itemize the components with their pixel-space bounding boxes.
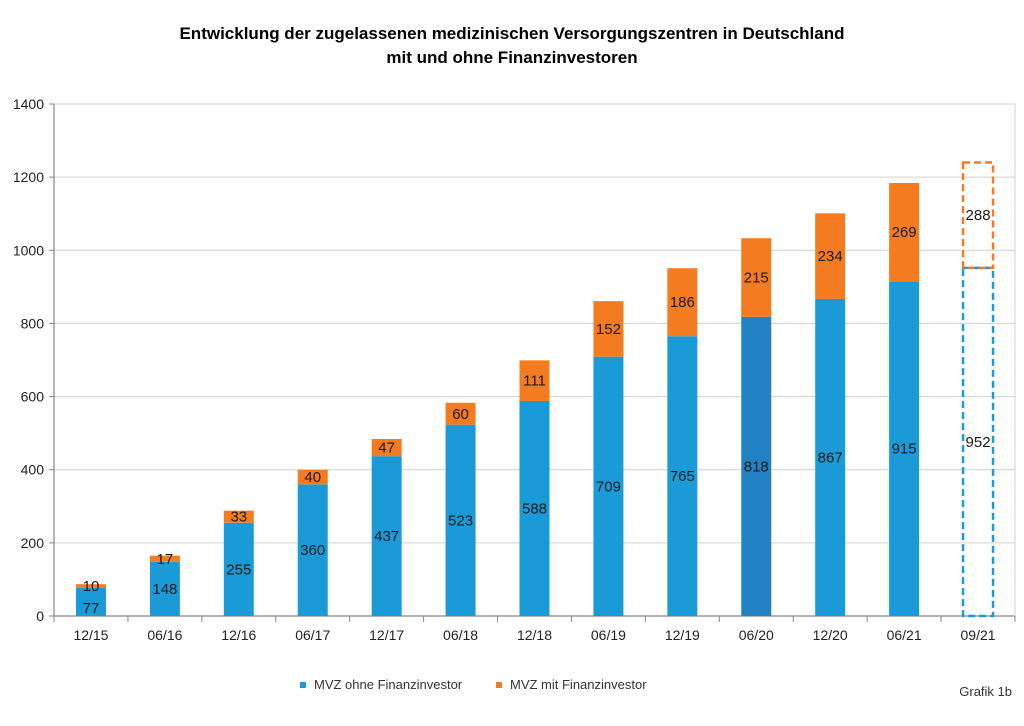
y-tick-label: 800: [21, 315, 45, 331]
bar-ohne-12-18: [519, 400, 550, 616]
bar-mit-06-21: [889, 182, 920, 282]
y-tick-label: 1200: [13, 169, 44, 185]
bar-ohne-12-19: [667, 336, 698, 616]
data-label-mit: 111: [523, 373, 546, 390]
legend-swatch-mit: [496, 681, 502, 688]
x-tick-label: 06/19: [591, 627, 626, 643]
chart-title-line-2: mit und ohne Finanzinvestoren: [386, 48, 638, 67]
bar-mit-06-20: [741, 238, 772, 317]
bar-ohne-06-21: [889, 281, 920, 616]
bar-ohne-06-17: [297, 484, 328, 616]
x-tick-label: 06/21: [887, 627, 922, 643]
data-label-ohne: 709: [596, 478, 621, 495]
bar-mit-12-20: [815, 213, 846, 299]
x-tick-label: 12/18: [517, 627, 552, 643]
legend-swatch-ohne: [300, 681, 306, 688]
legend-label-mit: MVZ mit Finanzinvestor: [510, 677, 647, 692]
x-tick-label: 06/18: [443, 627, 478, 643]
data-label-ohne: 523: [448, 512, 473, 529]
data-label-mit: 269: [892, 224, 917, 241]
data-label-mit: 60: [452, 406, 469, 423]
data-label-ohne: 952: [966, 434, 991, 451]
data-label-mit: 152: [596, 321, 621, 338]
x-tick-label: 12/19: [665, 627, 700, 643]
y-tick-label: 1400: [13, 96, 44, 112]
data-label-ohne: 588: [522, 500, 547, 517]
data-label-ohne: 360: [300, 542, 325, 559]
y-tick-label: 400: [21, 462, 45, 478]
legend-item-ohne: MVZ ohne Finanzinvestor: [300, 677, 462, 692]
x-tick-label: 12/17: [369, 627, 404, 643]
bar-ohne-06-18: [445, 424, 476, 616]
bar-mit-12-15: [75, 584, 106, 588]
data-label-ohne: 255: [226, 561, 251, 578]
data-label-mit: 234: [818, 248, 843, 265]
legend-item-mit: MVZ mit Finanzinvestor: [496, 677, 647, 692]
legend-label-ohne: MVZ ohne Finanzinvestor: [314, 677, 463, 692]
bar-mit-06-19: [593, 301, 624, 357]
x-tick-label: 06/16: [147, 627, 182, 643]
x-tick-label: 09/21: [961, 627, 996, 643]
chart-title: Entwicklung der zugelassenen medizinisch…: [0, 22, 1024, 70]
bar-mit-12-17: [371, 438, 402, 457]
bar-mit-09-21: [961, 161, 995, 270]
data-label-mit: 33: [230, 509, 247, 526]
data-label-ohne: 818: [744, 458, 769, 475]
data-label-mit: 40: [304, 469, 321, 486]
data-label-mit: 288: [966, 207, 991, 224]
chart-title-line-1: Entwicklung der zugelassenen medizinisch…: [179, 24, 845, 43]
bar-ohne-06-16: [149, 561, 180, 616]
y-tick-label: 200: [21, 535, 45, 551]
y-tick-label: 0: [36, 608, 44, 624]
bar-ohne-12-15: [75, 587, 106, 616]
bar-ohne-06-19: [593, 356, 624, 616]
bar-mit-06-16: [149, 555, 180, 562]
y-tick-label: 600: [21, 389, 45, 405]
bar-mit-12-16: [223, 510, 254, 523]
data-label-ohne: 437: [374, 528, 399, 545]
bar-mit-06-17: [297, 469, 328, 485]
data-label-ohne: 915: [892, 441, 917, 458]
x-tick-label: 12/15: [73, 627, 108, 643]
y-tick-label: 1000: [13, 242, 44, 258]
data-label-ohne: 765: [670, 468, 695, 485]
bar-mit-06-18: [445, 402, 476, 425]
x-tick-label: 12/20: [813, 627, 848, 643]
data-label-ohne: 867: [818, 449, 843, 466]
figure-note: Grafik 1b: [959, 684, 1012, 699]
data-label-ohne: 148: [152, 581, 177, 598]
bar-mit-12-18: [519, 360, 550, 401]
data-label-mit: 215: [744, 270, 769, 287]
x-tick-label: 12/16: [221, 627, 256, 643]
bar-ohne-09-21: [961, 266, 995, 618]
data-label-mit: 17: [157, 551, 174, 568]
x-tick-label: 06/20: [739, 627, 774, 643]
bar-mit-12-19: [667, 268, 698, 337]
data-label-mit: 47: [378, 440, 395, 457]
bar-ohne-06-20: [741, 316, 772, 616]
x-tick-label: 06/17: [295, 627, 330, 643]
data-label-mit: 186: [670, 294, 695, 311]
data-label-ohne: 77: [83, 600, 100, 617]
data-label-mit: 10: [83, 578, 100, 595]
bar-ohne-12-20: [815, 298, 846, 616]
bar-ohne-12-16: [223, 522, 254, 616]
bar-ohne-12-17: [371, 456, 402, 616]
